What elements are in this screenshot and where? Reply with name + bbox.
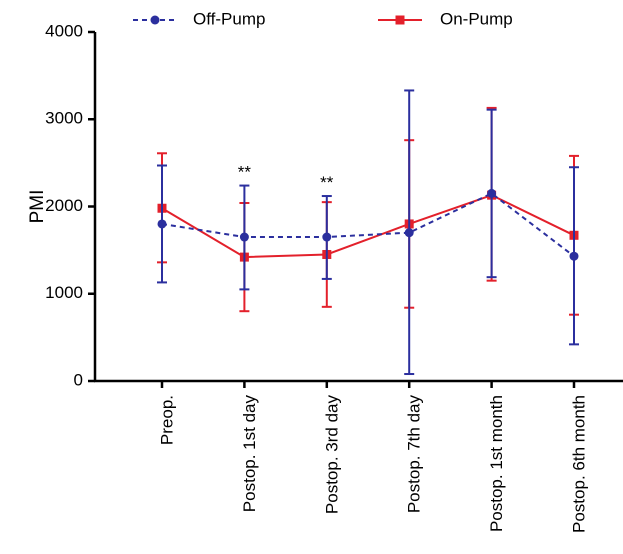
y-tick-label: 3000 [45, 109, 83, 128]
x-tick-label: Preop. [157, 395, 176, 445]
y-axis-label: PMI [27, 190, 48, 224]
data-point [239, 232, 249, 242]
legend-label-on-pump: On-Pump [440, 9, 513, 28]
y-tick-label: 4000 [45, 21, 83, 40]
series-off-pump [157, 89, 579, 376]
data-point [404, 228, 414, 238]
series-line [161, 194, 575, 259]
series-line [161, 192, 575, 258]
x-tick-label: Postop. 1st day [240, 395, 259, 513]
data-point [487, 188, 497, 198]
x-ticks: Preop. Postop. 1st day Postop. 3rd day Post… [157, 381, 588, 533]
legend-marker-on-pump [395, 15, 405, 25]
x-tick-label: Postop. 7th day [405, 395, 424, 514]
y-tick-label: 2000 [45, 196, 83, 215]
x-tick-label: Postop. 6th month [569, 395, 588, 533]
legend: Off-Pump On-Pump [133, 9, 513, 28]
annotations: ** ** [238, 163, 334, 192]
legend-label-off-pump: Off-Pump [193, 9, 265, 28]
data-point [569, 251, 579, 261]
legend-marker-off-pump [150, 15, 160, 25]
significance-marker: ** [238, 163, 252, 182]
significance-marker: ** [320, 173, 334, 192]
x-tick-label: Postop. 1st month [487, 395, 506, 532]
data-point [157, 219, 167, 229]
series-layer [157, 89, 579, 376]
y-tick-label: 0 [74, 370, 83, 389]
y-ticks: 0 1000 2000 3000 4000 [45, 21, 95, 389]
x-tick-label: Postop. 3rd day [322, 395, 341, 515]
y-tick-label: 1000 [45, 283, 83, 302]
data-point [322, 232, 332, 242]
